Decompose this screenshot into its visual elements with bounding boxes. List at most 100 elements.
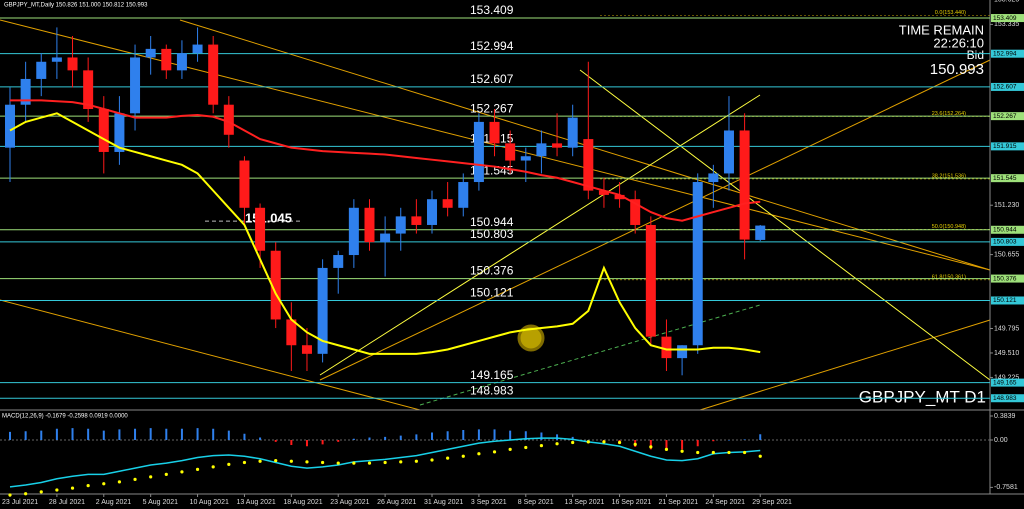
y-tick-label: 150.655 [994,251,1019,258]
histogram-bar [227,430,230,440]
bid-value: 150.993 [930,61,984,78]
histogram-bar [431,432,434,440]
x-tick-label: 18 Aug 2021 [283,499,322,506]
fib-label: 23.6(152.264) [932,111,966,117]
histogram-bar [165,428,168,440]
signal-dot [102,482,106,486]
fib-label: 38.2(151.536) [932,173,966,179]
signal-dot [617,440,622,445]
histogram-bar [290,440,293,445]
signal-dot [211,465,215,469]
level-label: 150.803 [470,227,514,241]
x-tick-label: 28 Jul 2021 [49,499,85,506]
signal-dot [446,456,450,460]
signal-dot [399,460,403,464]
level-box [991,142,1024,151]
candle-body [692,182,703,346]
x-tick-label: 5 Aug 2021 [143,499,179,506]
candle-body [473,121,484,183]
histogram-bar [321,440,324,445]
signal-dot [39,490,43,494]
macd-title: MACD(12,26,9) -0.1679 -0.2598 0.0919 0.0… [2,414,128,420]
signal-dot [524,445,528,450]
candle-body [161,48,172,71]
level-label: 152.607 [470,72,514,86]
fib-label: 50.0(150.948) [932,224,966,230]
candle-body [552,143,563,148]
signal-dot [149,475,153,479]
histogram-bar [352,438,355,440]
histogram-bar [71,428,74,440]
signal-dot [367,461,372,465]
x-tick-label: 16 Sep 2021 [612,499,652,506]
histogram-bar [259,437,262,440]
x-tick-label: 8 Sep 2021 [518,499,554,506]
candle-body [458,182,469,208]
level-box-label: 152.267 [993,113,1017,120]
signal-dot [305,460,309,464]
level-label: 150.121 [470,286,514,300]
x-tick-label: 10 Aug 2021 [190,499,229,506]
y-tick-label: 149.225 [994,374,1019,381]
histogram-bar [102,430,105,440]
histogram-bar [696,440,699,447]
histogram-bar [9,431,11,440]
candle-body [145,48,156,58]
signal-dot [586,440,590,444]
histogram-bar [274,440,277,442]
candle-body [317,267,328,354]
signal-dot [555,442,559,446]
level-label: 153.409 [470,3,514,17]
histogram-bar [759,434,762,440]
level-box [991,394,1024,403]
histogram-bar [134,428,137,440]
candle-body [348,207,359,256]
candle-body [505,143,516,161]
candle-body [333,255,344,268]
histogram-bar [681,440,684,450]
candle-body [442,199,453,208]
candle-body [270,250,281,320]
candle-body [51,57,62,62]
y-tick-label: 153.335 [994,21,1019,28]
candle-body [67,57,78,71]
signal-dot [711,450,715,455]
signal-dot [539,444,544,448]
candle-body [755,225,766,240]
y-tick-label: 151.230 [994,202,1019,209]
macd-line [9,437,761,488]
histogram-bar [712,440,715,442]
level-box [991,296,1024,305]
signal-dot [352,461,356,465]
histogram-bar [118,429,121,440]
signal-dot [8,493,12,497]
level-box-label: 150.121 [993,297,1017,304]
x-tick-label: 13 Aug 2021 [236,499,275,506]
signal-dot [117,480,122,484]
signal-dot [477,452,481,456]
signal-dot [602,440,606,444]
candle-body [223,104,234,135]
level-box [991,225,1024,234]
signal-dot [133,477,137,481]
candle-body [176,53,187,71]
x-tick-label: 31 Aug 2021 [424,499,463,506]
marker-circle [517,324,545,352]
histogram-bar [399,435,402,440]
fib-label: 61.8(150.361) [932,274,966,280]
y-tick-label: 149.795 [994,325,1019,332]
level-box [991,14,1024,23]
y-tick-label: 0.3839 [994,413,1016,420]
signal-dot [383,460,387,465]
level-box-label: 153.409 [993,15,1017,22]
candle-body [598,190,609,195]
signal-dot [321,460,325,465]
candle-body [255,207,266,251]
timer-value: 22:26:10 [933,35,984,50]
x-tick-label: 24 Sep 2021 [705,499,745,506]
signal-dot [633,442,637,446]
histogram-bar [462,430,465,440]
histogram-bar [196,428,199,440]
histogram-bar [477,429,480,440]
candle-body [661,336,672,359]
